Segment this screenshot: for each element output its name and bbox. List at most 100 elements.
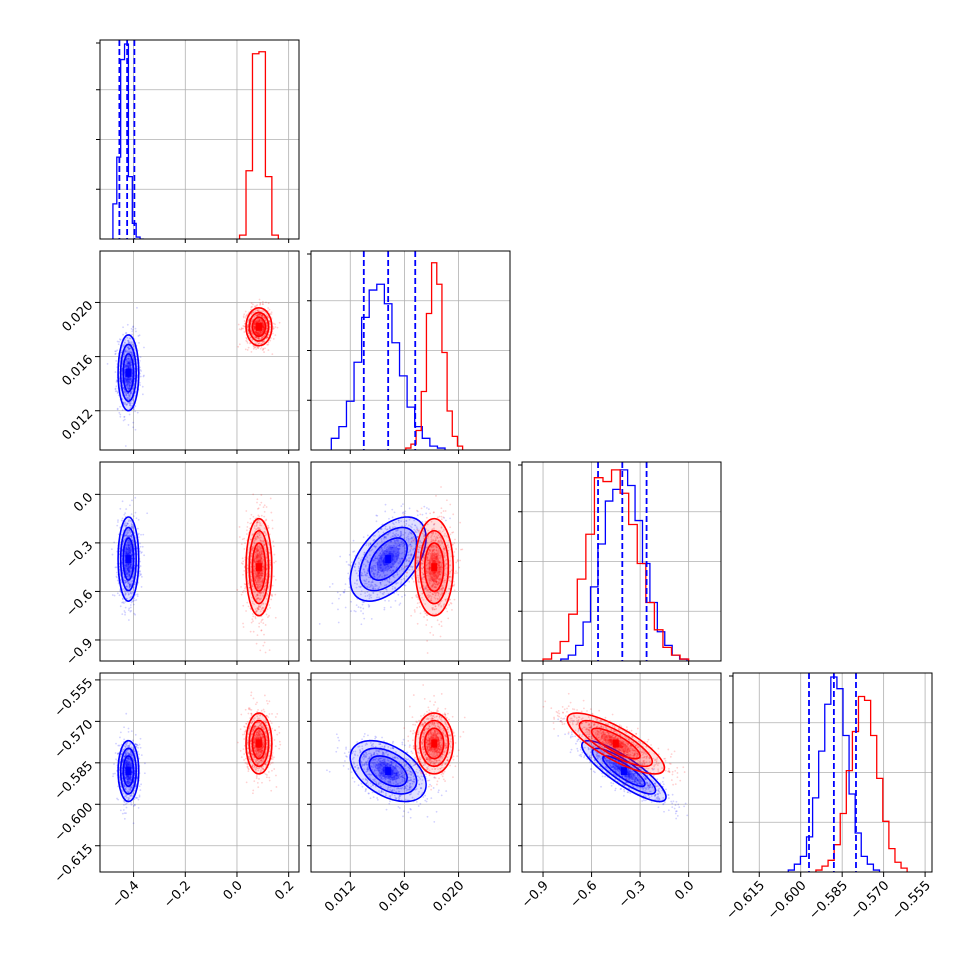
sample-point (259, 572, 262, 575)
sample-point (111, 594, 114, 596)
sample-point (141, 545, 144, 548)
sample-point (130, 525, 133, 528)
sample-point (128, 542, 131, 545)
sample-point (250, 513, 253, 516)
sample-point (244, 586, 247, 588)
sample-point (268, 559, 271, 562)
sample-point (257, 320, 260, 323)
sample-point (128, 574, 131, 577)
sample-point (257, 597, 260, 599)
sample-point (127, 362, 130, 365)
sample-point (257, 546, 259, 548)
sample-point (445, 519, 447, 522)
sample-point (128, 534, 131, 537)
sample-point (266, 323, 268, 325)
sample-point (131, 534, 133, 536)
sample-point (256, 501, 258, 504)
sample-point (253, 326, 255, 328)
sample-point (243, 325, 246, 328)
sample-point (130, 526, 133, 529)
sample-point (266, 565, 269, 568)
sample-point (251, 545, 254, 548)
sample-point (114, 353, 117, 356)
sample-point (253, 325, 255, 328)
sample-point (125, 552, 128, 555)
contour-line (119, 343, 137, 403)
sample-point (258, 318, 261, 321)
sample-point (256, 309, 259, 312)
sample-point (344, 606, 347, 609)
sample-point (128, 551, 131, 554)
quantile-lines (118, 40, 136, 239)
sample-point (133, 547, 136, 550)
sample-point (274, 334, 277, 337)
sample-point (124, 526, 127, 528)
sample-point (336, 591, 339, 594)
sample-point (260, 549, 263, 552)
sample-point (132, 358, 135, 361)
sample-point (125, 552, 128, 555)
sample-point (360, 623, 363, 626)
sample-point (257, 333, 260, 335)
sample-point (252, 347, 255, 350)
sample-point (268, 333, 271, 336)
sample-point (128, 573, 131, 576)
sample-point (125, 384, 128, 387)
sample-point (256, 575, 259, 578)
sample-point (120, 351, 123, 354)
sample-point (425, 624, 428, 626)
sample-point (257, 533, 259, 535)
sample-point (257, 527, 260, 530)
sample-point (255, 305, 258, 307)
sample-point (261, 606, 264, 609)
sample-point (128, 539, 130, 542)
sample-point (258, 527, 261, 529)
sample-point (260, 319, 263, 322)
sample-point (256, 332, 258, 335)
sample-point (253, 323, 256, 326)
sample-point (246, 313, 249, 316)
sample-point (125, 350, 128, 353)
sample-point (130, 580, 133, 583)
sample-point (256, 552, 259, 555)
sample-point (126, 385, 128, 388)
sample-point (429, 631, 432, 634)
sample-point (267, 548, 270, 551)
sample-point (250, 550, 253, 553)
sample-point (256, 554, 259, 557)
sample-point (262, 644, 265, 647)
sample-point (262, 602, 265, 605)
sample-point (260, 580, 263, 583)
sample-point (115, 566, 118, 569)
sample-point (257, 585, 260, 587)
sample-point (318, 623, 321, 625)
sample-point (250, 330, 253, 333)
sample-point (251, 332, 253, 335)
sample-point (121, 597, 124, 600)
sample-point (247, 330, 250, 332)
sample-point (129, 544, 132, 547)
sample-point (124, 363, 126, 366)
sample-point (274, 616, 277, 619)
sample-point (132, 357, 135, 360)
sample-point (138, 381, 141, 384)
sample-point (257, 535, 259, 538)
sample-point (249, 522, 252, 525)
sample-point (243, 331, 246, 333)
sample-point (345, 561, 348, 563)
sample-point (257, 342, 260, 345)
sample-point (265, 330, 268, 333)
sample-point (121, 370, 123, 372)
sample-point (255, 555, 258, 558)
sample-point (256, 521, 259, 524)
sample-point (130, 406, 133, 408)
sample-point (267, 341, 270, 344)
sample-point (125, 534, 128, 537)
sample-point (258, 553, 261, 556)
sample-point (125, 551, 128, 554)
sample-point (127, 532, 129, 535)
sample-point (127, 360, 130, 363)
sample-point (125, 544, 128, 547)
sample-point (269, 607, 271, 609)
sample-point (252, 303, 254, 306)
